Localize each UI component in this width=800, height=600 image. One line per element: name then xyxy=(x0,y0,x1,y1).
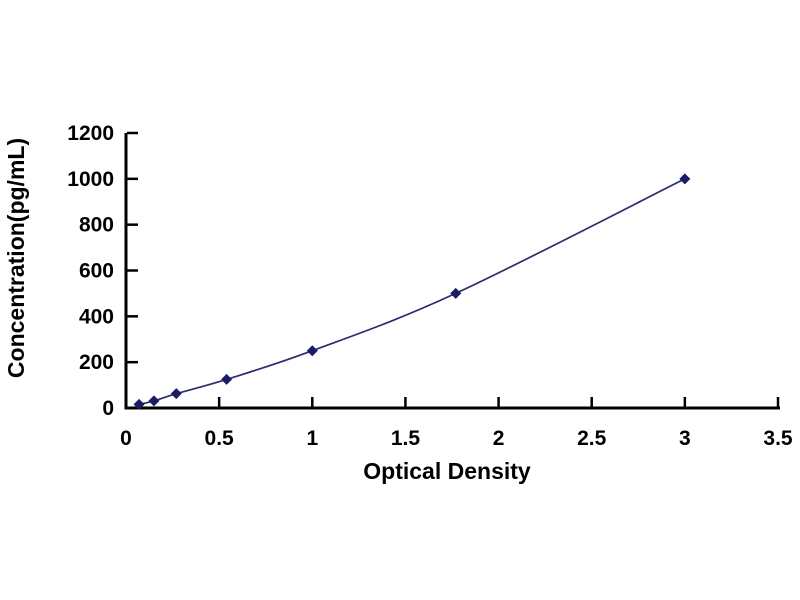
y-tick-label: 400 xyxy=(79,305,114,328)
series-layer xyxy=(133,173,691,410)
x-axis-title: Optical Density xyxy=(363,458,531,484)
data-point-marker xyxy=(148,395,160,407)
y-tick-label: 800 xyxy=(79,214,114,237)
data-point-marker xyxy=(306,345,318,357)
x-tick-label: 0.5 xyxy=(205,427,235,450)
standard-curve-line xyxy=(138,178,686,406)
y-tick-label: 200 xyxy=(79,351,114,374)
y-tick-label: 1000 xyxy=(67,168,114,191)
y-axis-title: Concentration(pg/mL) xyxy=(3,138,29,378)
x-tick-label: 2 xyxy=(493,427,505,450)
y-tick-label: 0 xyxy=(102,397,114,420)
data-point-marker xyxy=(170,388,182,400)
x-tick-label: 2.5 xyxy=(577,427,607,450)
x-tick-label: 3.5 xyxy=(763,427,793,450)
axes-layer: 0 0.5 1 1.5 2 2.5 3 3.5 0 200 400 600 800 1000 1200 xyxy=(67,122,793,450)
x-tick-label: 0 xyxy=(120,427,132,450)
data-point-marker xyxy=(450,287,462,299)
x-tick-label: 1.5 xyxy=(391,427,421,450)
x-tick-label: 3 xyxy=(679,427,691,450)
y-tick-label: 600 xyxy=(79,260,114,283)
data-point-marker xyxy=(679,173,691,185)
y-tick-label: 1200 xyxy=(67,122,114,145)
data-point-marker xyxy=(221,373,233,385)
x-tick-label: 1 xyxy=(306,427,318,450)
data-point-marker xyxy=(133,398,145,410)
